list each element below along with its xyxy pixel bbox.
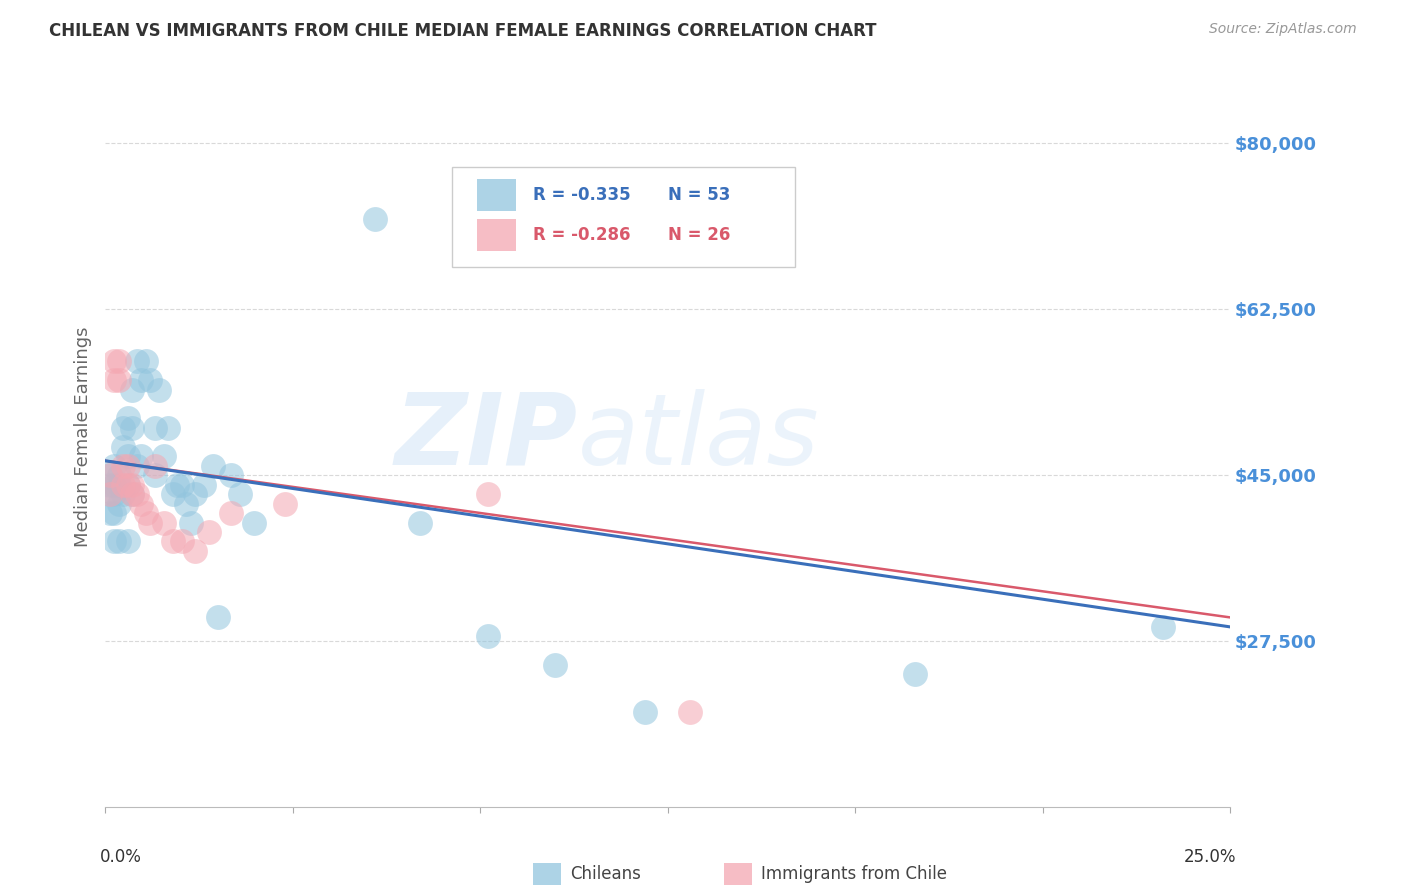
Text: atlas: atlas — [578, 389, 820, 485]
Point — [103, 354, 125, 368]
Point — [202, 458, 225, 473]
Point — [121, 487, 143, 501]
Bar — [477, 219, 516, 251]
Bar — [533, 863, 561, 885]
Point — [98, 506, 121, 520]
Point — [364, 211, 387, 226]
Point — [409, 516, 432, 530]
Point — [166, 477, 188, 491]
Point — [103, 477, 125, 491]
Point — [117, 449, 139, 463]
Point — [121, 420, 143, 434]
Point — [221, 506, 243, 520]
Point — [125, 458, 148, 473]
Point — [98, 468, 121, 483]
Point — [139, 373, 162, 387]
Point — [162, 534, 184, 549]
Y-axis label: Median Female Earnings: Median Female Earnings — [73, 326, 91, 548]
Text: N = 26: N = 26 — [668, 226, 730, 244]
Point — [143, 468, 166, 483]
Text: ZIP: ZIP — [395, 389, 578, 485]
Point — [207, 610, 229, 624]
Point — [180, 516, 202, 530]
Point — [112, 440, 135, 454]
Point — [103, 373, 125, 387]
Point — [162, 487, 184, 501]
Point — [135, 506, 157, 520]
Point — [108, 373, 131, 387]
Point — [1152, 620, 1174, 634]
Point — [121, 477, 143, 491]
Text: Immigrants from Chile: Immigrants from Chile — [761, 865, 948, 883]
Point — [904, 667, 927, 681]
Text: R = -0.286: R = -0.286 — [533, 226, 630, 244]
Point — [112, 487, 135, 501]
Point — [143, 420, 166, 434]
Point — [108, 496, 131, 510]
Point — [184, 487, 207, 501]
Point — [193, 477, 215, 491]
Point — [103, 458, 125, 473]
Point — [143, 458, 166, 473]
Point — [274, 496, 297, 510]
Point — [477, 487, 499, 501]
Point — [112, 477, 135, 491]
Point — [139, 516, 162, 530]
Point — [103, 487, 125, 501]
Point — [98, 487, 121, 501]
Point — [184, 544, 207, 558]
Point — [121, 383, 143, 397]
Point — [148, 383, 170, 397]
Point — [198, 524, 221, 539]
Point — [477, 629, 499, 643]
Point — [125, 487, 148, 501]
Point — [108, 468, 131, 483]
Text: Chileans: Chileans — [569, 865, 641, 883]
FancyBboxPatch shape — [451, 167, 794, 267]
Point — [131, 373, 153, 387]
Point — [221, 468, 243, 483]
Point — [117, 477, 139, 491]
Point — [634, 706, 657, 720]
Point — [176, 496, 198, 510]
Point — [108, 354, 131, 368]
Point — [98, 477, 121, 491]
Point — [153, 449, 176, 463]
Point — [170, 477, 193, 491]
Point — [131, 449, 153, 463]
Point — [112, 458, 135, 473]
Bar — [724, 863, 752, 885]
Point — [229, 487, 252, 501]
Text: 25.0%: 25.0% — [1184, 848, 1236, 866]
Point — [103, 506, 125, 520]
Point — [117, 458, 139, 473]
Text: Source: ZipAtlas.com: Source: ZipAtlas.com — [1209, 22, 1357, 37]
Point — [108, 477, 131, 491]
Point — [108, 534, 131, 549]
Point — [98, 487, 121, 501]
Point — [117, 411, 139, 425]
Point — [121, 487, 143, 501]
Point — [170, 534, 193, 549]
Point — [103, 534, 125, 549]
Point — [243, 516, 266, 530]
Point — [117, 534, 139, 549]
Text: R = -0.335: R = -0.335 — [533, 186, 630, 204]
Bar — [477, 179, 516, 211]
Point — [679, 706, 702, 720]
Point — [112, 420, 135, 434]
Text: CHILEAN VS IMMIGRANTS FROM CHILE MEDIAN FEMALE EARNINGS CORRELATION CHART: CHILEAN VS IMMIGRANTS FROM CHILE MEDIAN … — [49, 22, 877, 40]
Point — [125, 354, 148, 368]
Point — [544, 657, 567, 672]
Point — [135, 354, 157, 368]
Point — [157, 420, 180, 434]
Point — [131, 496, 153, 510]
Point — [98, 468, 121, 483]
Text: 0.0%: 0.0% — [100, 848, 142, 866]
Point — [117, 477, 139, 491]
Text: N = 53: N = 53 — [668, 186, 730, 204]
Point — [153, 516, 176, 530]
